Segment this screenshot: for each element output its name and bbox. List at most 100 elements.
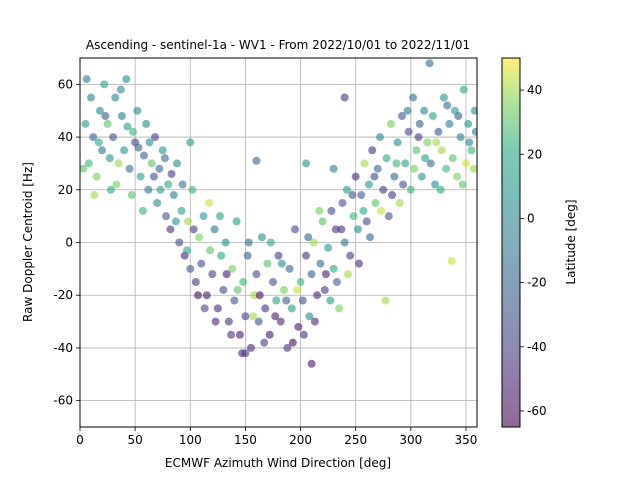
data-point	[388, 191, 397, 200]
data-point	[94, 138, 103, 147]
data-point	[302, 251, 311, 260]
data-point	[101, 111, 110, 120]
data-point	[351, 172, 360, 181]
data-point	[100, 80, 109, 89]
data-point	[106, 185, 115, 194]
data-point	[171, 217, 180, 226]
data-point	[420, 106, 429, 115]
data-point	[160, 154, 169, 163]
data-point	[81, 119, 90, 128]
data-point	[342, 185, 351, 194]
data-point	[178, 180, 187, 189]
data-point	[246, 343, 255, 352]
data-point	[145, 138, 154, 147]
data-point	[379, 185, 388, 194]
data-point	[355, 259, 364, 268]
y-axis-ticks: -60 -40 -20 0 20 40 60	[53, 77, 80, 408]
data-point	[149, 172, 158, 181]
data-point	[213, 304, 222, 313]
data-point	[377, 206, 386, 215]
data-point	[177, 206, 186, 215]
data-point	[276, 317, 285, 326]
data-point	[122, 75, 131, 84]
data-point	[335, 304, 344, 313]
data-point	[393, 138, 402, 147]
data-point	[189, 225, 198, 234]
data-point	[415, 119, 424, 128]
data-point	[166, 225, 175, 234]
data-point	[193, 291, 202, 300]
data-point	[307, 270, 316, 279]
data-point	[241, 349, 250, 358]
data-point	[434, 127, 443, 136]
data-points	[80, 59, 477, 368]
data-point	[109, 133, 118, 142]
data-point	[384, 212, 393, 221]
data-point	[134, 143, 143, 152]
colorbar-tick-label: 20	[527, 147, 542, 161]
data-point	[147, 159, 156, 168]
data-point	[233, 285, 242, 294]
data-point	[133, 106, 142, 115]
data-point	[249, 312, 258, 321]
data-point	[144, 185, 153, 194]
data-point	[139, 151, 148, 160]
data-point	[224, 317, 233, 326]
data-point	[227, 330, 236, 339]
data-point	[410, 164, 419, 173]
data-point	[448, 154, 457, 163]
data-point	[349, 212, 358, 221]
data-point	[156, 185, 165, 194]
data-point	[318, 217, 327, 226]
y-tick-label: 40	[58, 130, 73, 144]
x-tick-label: 150	[234, 433, 257, 447]
data-point	[195, 233, 204, 242]
data-point	[239, 278, 248, 287]
data-point	[167, 169, 176, 178]
data-point	[182, 246, 191, 255]
data-point	[401, 159, 410, 168]
data-point	[211, 317, 220, 326]
data-point	[255, 291, 264, 300]
data-point	[265, 330, 274, 339]
colorbar-ticks: -60 -40 -20 0 20 40	[520, 83, 547, 418]
data-point	[82, 75, 91, 84]
x-tick-label: 350	[455, 433, 478, 447]
data-point	[404, 127, 413, 136]
data-point	[103, 119, 112, 128]
data-point	[467, 146, 476, 155]
y-tick-label: -20	[53, 288, 73, 302]
y-tick-label: 60	[58, 77, 73, 91]
data-point	[310, 317, 319, 326]
data-point	[123, 122, 132, 131]
data-point	[219, 285, 228, 294]
data-point	[257, 233, 266, 242]
data-point	[368, 146, 377, 155]
data-point	[414, 133, 423, 142]
data-point	[116, 85, 125, 94]
data-point	[458, 180, 467, 189]
data-point	[423, 138, 432, 147]
data-point	[337, 225, 346, 234]
data-point	[395, 198, 404, 207]
data-point	[287, 304, 296, 313]
data-point	[456, 133, 465, 142]
x-tick-label: 0	[76, 433, 84, 447]
data-point	[105, 154, 114, 163]
x-axis-ticks: 0 50 100 150 200 250 300 350	[76, 427, 477, 447]
data-point	[331, 225, 340, 234]
data-point	[120, 146, 129, 155]
colorbar	[501, 57, 521, 428]
data-point	[442, 164, 451, 173]
data-point	[403, 106, 412, 115]
data-point	[266, 238, 275, 247]
data-point	[205, 198, 214, 207]
data-point	[197, 259, 206, 268]
data-point	[169, 191, 178, 200]
data-point	[296, 278, 305, 287]
data-point	[293, 285, 302, 294]
data-point	[232, 217, 241, 226]
chart-title: Ascending - sentinel-1a - WV1 - From 202…	[86, 38, 470, 52]
data-point	[437, 146, 446, 155]
